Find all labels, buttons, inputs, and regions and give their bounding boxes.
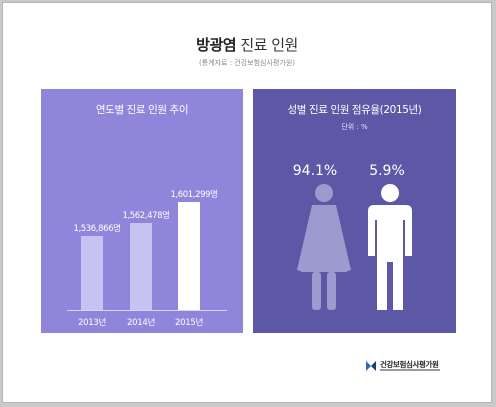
bar-category-label: 2015년: [175, 318, 203, 328]
hira-logo: 건강보험심사평가원: [365, 358, 475, 376]
title-keyword: 방광염: [196, 36, 237, 54]
female-figure-icon: [297, 184, 351, 310]
yearly-chart-title: 연도별 진료 인원 추이: [95, 104, 189, 116]
bar-category-label: 2013년: [78, 318, 106, 328]
hira-logo-icon: [366, 361, 376, 371]
title-rest: 진료 인원: [236, 36, 298, 54]
org-name-english-line: [380, 369, 440, 371]
male-figure-icon: [368, 184, 412, 310]
bar-value-label: 1,536,866명: [73, 224, 121, 234]
female-percent-label: 94.1%: [292, 163, 338, 179]
bar-value-label: 1,601,299명: [170, 190, 218, 200]
bar-category-label: 2014년: [127, 318, 155, 328]
chart-baseline: [67, 310, 227, 311]
page-title: 방광염 진료 인원: [3, 34, 491, 55]
yearly-patients-panel: 연도별 진료 인원 추이 1,536,866명 2013년 1,562,478명 20…: [41, 89, 243, 333]
bar-2014: [130, 223, 152, 310]
bar-2013: [81, 236, 103, 310]
org-name: 건강보험심사평가원: [380, 360, 439, 369]
bar-value-label: 1,562,478명: [122, 211, 170, 221]
source-note: (통계자료 : 건강보험심사평가원): [199, 59, 295, 67]
bar-2015: [178, 202, 200, 310]
gender-share-panel: 성별 진료 인원 점유율(2015년) 단위 : % 94.1% 5.9%: [253, 89, 456, 333]
unit-note: 단위 : %: [341, 123, 368, 131]
male-percent-label: 5.9%: [369, 163, 405, 179]
infographic-card: 방광염 진료 인원 (통계자료 : 건강보험심사평가원) 연도별 진료 인원 추…: [2, 2, 492, 403]
gender-chart-title: 성별 진료 인원 점유율(2015년): [287, 104, 422, 116]
